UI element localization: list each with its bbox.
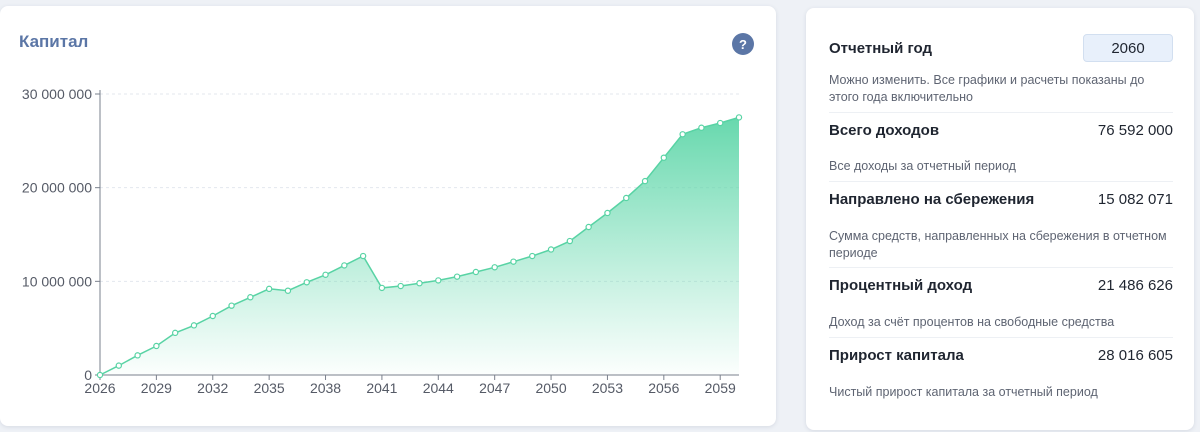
report-year-description: Можно изменить. Все графики и расчеты по… bbox=[829, 73, 1145, 104]
x-tick-label: 2059 bbox=[705, 380, 736, 396]
x-tick-label: 2026 bbox=[84, 380, 115, 396]
data-point bbox=[735, 114, 743, 121]
capital-area bbox=[100, 117, 739, 376]
divider bbox=[829, 267, 1173, 268]
total-income-label: Всего доходов bbox=[829, 122, 940, 139]
data-point bbox=[547, 246, 555, 253]
data-point bbox=[209, 312, 216, 320]
x-tick-label: 2032 bbox=[197, 380, 228, 396]
data-point bbox=[566, 237, 574, 245]
data-point bbox=[341, 262, 348, 269]
y-tick-label: 20 000 000 bbox=[22, 180, 92, 196]
total-income-row: Всего доходов 76 592 000 bbox=[829, 122, 1173, 139]
x-tick-label: 2035 bbox=[254, 380, 285, 396]
data-point bbox=[529, 252, 536, 260]
data-point bbox=[134, 352, 141, 359]
interest-income-row: Процентный доход 21 486 626 bbox=[829, 277, 1173, 294]
savings-description: Сумма средств, направленных на сбережени… bbox=[829, 229, 1167, 260]
data-point bbox=[190, 322, 198, 329]
y-tick-label: 0 bbox=[84, 367, 92, 383]
data-point bbox=[623, 194, 630, 202]
data-point bbox=[153, 342, 160, 350]
data-point bbox=[660, 154, 668, 161]
data-point bbox=[171, 329, 179, 337]
x-tick-label: 2047 bbox=[479, 380, 510, 396]
total-income-description: Все доходы за отчетный период bbox=[829, 159, 1016, 173]
data-point bbox=[322, 271, 329, 278]
x-tick-label: 2056 bbox=[648, 380, 679, 396]
x-tick-label: 2053 bbox=[592, 380, 623, 396]
data-point bbox=[698, 124, 705, 131]
savings-value: 15 082 071 bbox=[1097, 191, 1173, 208]
data-point bbox=[378, 284, 386, 292]
data-point bbox=[510, 258, 517, 265]
data-point bbox=[416, 280, 423, 287]
interest-income-description: Доход за счёт процентов на свободные сре… bbox=[829, 315, 1115, 329]
divider bbox=[829, 181, 1173, 182]
data-point bbox=[265, 285, 273, 293]
capital-growth-row: Прирост капитала 28 016 605 bbox=[829, 347, 1173, 364]
total-income-value: 76 592 000 bbox=[1097, 122, 1173, 139]
data-point bbox=[641, 177, 649, 185]
x-tick-label: 2044 bbox=[423, 380, 454, 396]
x-tick-label: 2038 bbox=[310, 380, 341, 396]
report-year-row: Отчетный год bbox=[829, 34, 1173, 62]
y-tick-label: 10 000 000 bbox=[22, 273, 92, 289]
data-point bbox=[472, 268, 480, 276]
data-point bbox=[96, 371, 104, 379]
chart-title: Капитал bbox=[19, 32, 89, 51]
capital-growth-value: 28 016 605 bbox=[1097, 347, 1173, 364]
data-point bbox=[284, 287, 292, 294]
savings-label: Направлено на сбережения bbox=[829, 191, 1035, 208]
data-point bbox=[585, 223, 592, 231]
x-tick-label: 2041 bbox=[366, 380, 397, 396]
data-point bbox=[604, 209, 611, 217]
data-point bbox=[435, 277, 442, 284]
x-tick-label: 2050 bbox=[535, 380, 566, 396]
divider bbox=[829, 112, 1173, 113]
report-year-input[interactable] bbox=[1083, 34, 1173, 62]
data-point bbox=[453, 273, 461, 280]
report-year-label: Отчетный год bbox=[829, 39, 933, 57]
divider bbox=[829, 337, 1173, 338]
data-point bbox=[247, 294, 254, 301]
capital-growth-description: Чистый прирост капитала за отчетный пери… bbox=[829, 385, 1098, 399]
stats-card: Отчетный год Можно изменить. Все графики… bbox=[806, 8, 1194, 430]
x-tick-label: 2029 bbox=[141, 380, 172, 396]
y-tick-label: 30 000 000 bbox=[22, 86, 92, 102]
data-point bbox=[115, 362, 122, 369]
interest-income-value: 21 486 626 bbox=[1097, 277, 1173, 294]
data-point bbox=[228, 302, 235, 309]
data-point bbox=[303, 279, 310, 286]
interest-income-label: Процентный доход bbox=[829, 277, 973, 294]
data-point bbox=[359, 252, 367, 260]
data-point bbox=[717, 119, 724, 127]
savings-row: Направлено на сбережения 15 082 071 bbox=[829, 191, 1173, 208]
question-icon[interactable]: ? bbox=[732, 33, 754, 55]
data-point bbox=[397, 282, 404, 290]
data-point bbox=[679, 131, 686, 138]
data-point bbox=[491, 264, 498, 271]
capital-growth-label: Прирост капитала bbox=[829, 347, 964, 364]
